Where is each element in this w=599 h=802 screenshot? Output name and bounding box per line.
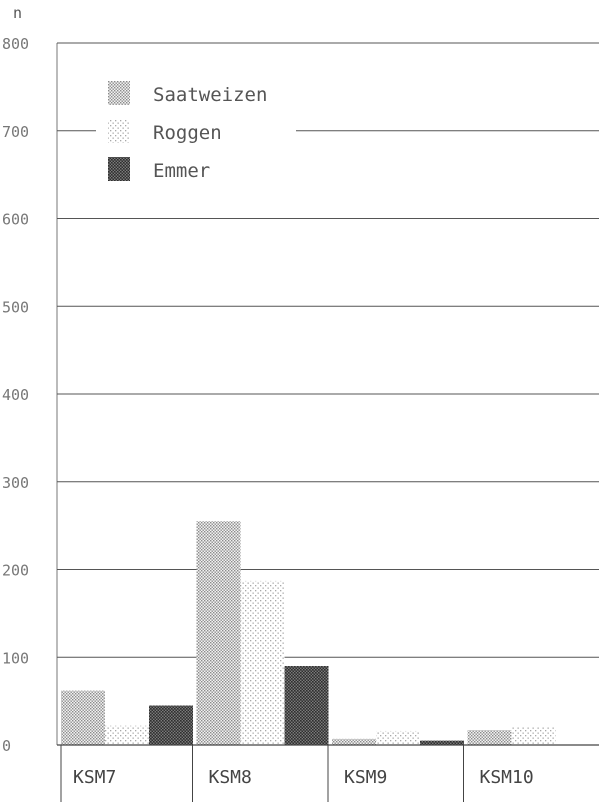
x-tick-label: KSM9: [344, 767, 387, 788]
bar-roggen-ksm10: [511, 727, 556, 745]
legend-swatch-saatweizen: [108, 81, 130, 105]
bars: [61, 521, 556, 745]
bar-emmer-ksm7: [149, 705, 193, 745]
y-tick-label: 800: [2, 35, 29, 53]
legend-swatch-roggen: [108, 119, 130, 143]
bar-saatweizen-ksm7: [61, 690, 105, 745]
y-tick-label: 600: [2, 211, 29, 229]
x-tick-label: KSM10: [480, 767, 534, 788]
bar-saatweizen-ksm9: [332, 738, 376, 745]
bar-roggen-ksm8: [240, 580, 285, 745]
y-tick-label: 400: [2, 386, 29, 404]
legend-swatch-emmer: [108, 157, 130, 181]
y-tick-label: 700: [2, 123, 29, 141]
x-tick-label: KSM8: [209, 767, 252, 788]
bar-saatweizen-ksm10: [467, 730, 512, 745]
y-tick-label: 0: [2, 737, 11, 755]
x-tick-label: KSM7: [73, 767, 116, 788]
y-tick-labels: 0 100 200 300 400 500 600 700 800: [2, 35, 29, 755]
y-tick-label: 200: [2, 562, 29, 580]
x-axis-boxes: KSM7 KSM8 KSM9 KSM10: [57, 744, 599, 802]
y-tick-label: 500: [2, 298, 29, 316]
bar-saatweizen-ksm8: [196, 521, 241, 745]
bar-roggen-ksm9: [376, 730, 420, 745]
y-tick-label: 300: [2, 474, 29, 492]
legend-label-saatweizen: Saatweizen: [153, 84, 267, 106]
bar-emmer-ksm8: [284, 666, 329, 745]
bar-emmer-ksm9: [420, 740, 464, 745]
legend-label-roggen: Roggen: [153, 122, 222, 144]
gridlines: [56, 42, 599, 745]
y-tick-label: 100: [2, 649, 29, 667]
y-axis-label: n: [13, 4, 22, 22]
legend-label-emmer: Emmer: [153, 160, 210, 182]
legend: Saatweizen Roggen Emmer: [96, 70, 296, 190]
bar-roggen-ksm7: [105, 725, 149, 745]
